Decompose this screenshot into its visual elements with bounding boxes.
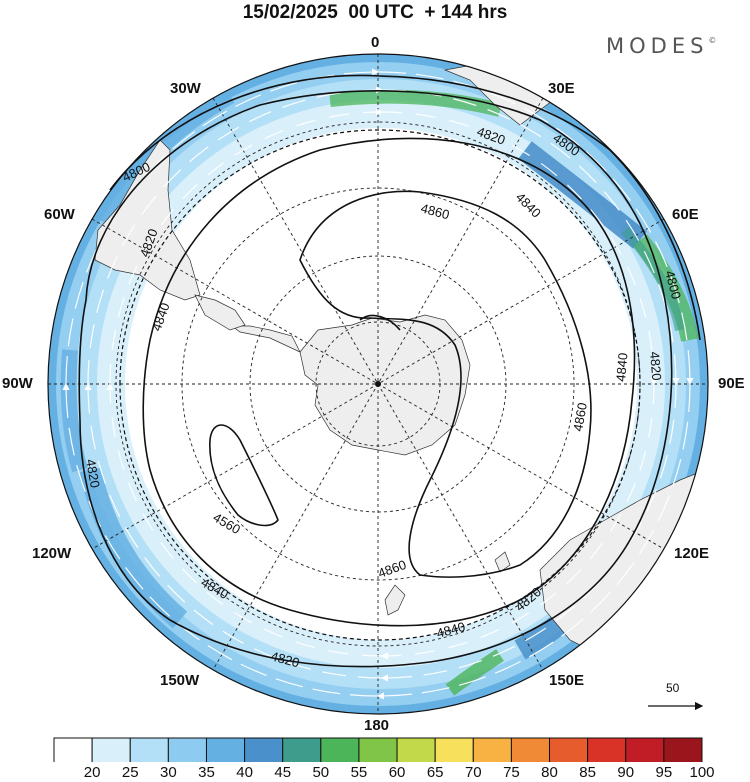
lon-label-90e: 90E xyxy=(718,375,745,392)
colorbar-tick-label: 30 xyxy=(160,764,177,781)
brand-logo: MODES© xyxy=(606,34,716,58)
reference-vector-label: 50 xyxy=(666,681,680,695)
colorbar-swatch xyxy=(510,737,551,762)
tasmania xyxy=(494,551,511,573)
lon-label-30e: 30E xyxy=(548,80,575,97)
contour-4840 xyxy=(142,137,636,627)
contour-4560 xyxy=(209,424,279,527)
lon-label-180: 180 xyxy=(364,717,390,734)
brand-name: MODES xyxy=(606,34,709,58)
colorbar xyxy=(53,737,703,762)
contour-4820 xyxy=(78,90,673,668)
colorbar-swatch xyxy=(587,737,627,762)
lon-label-60w: 60W xyxy=(44,206,75,223)
colorbar-tick-label: 75 xyxy=(503,764,520,781)
colorbar-tick-label: 100 xyxy=(689,764,715,781)
lon-label-150w: 150W xyxy=(160,672,200,689)
colorbar-tick-label: 50 xyxy=(312,764,330,781)
tierra-del-fuego xyxy=(194,294,246,331)
colorbar-tick-label: 20 xyxy=(83,764,101,781)
colorbar-tick-label: 80 xyxy=(541,764,558,781)
contour-4820-inner-dash xyxy=(119,129,641,641)
contour-label: 4800 xyxy=(662,269,684,301)
south-pole-marker xyxy=(375,381,381,387)
lon-label-0: 0 xyxy=(371,34,380,51)
colorbar-swatch xyxy=(663,737,703,762)
colorbar-swatch xyxy=(53,737,93,762)
colorbar-tick-label: 35 xyxy=(198,764,215,781)
colorbar-tick-label: 60 xyxy=(388,764,406,781)
colorbar-tick-label: 55 xyxy=(350,764,368,781)
contour-label: 4820 xyxy=(269,648,301,670)
contour-4860-inner xyxy=(359,314,401,331)
colorbar-tick-label: 25 xyxy=(121,764,139,781)
colorbar-swatch xyxy=(205,737,246,762)
height-contours xyxy=(78,74,701,668)
colorbar-tick-label: 65 xyxy=(426,764,444,781)
colorbar-tick-label: 85 xyxy=(579,764,596,781)
contour-label: 4840 xyxy=(435,619,467,641)
colorbar-swatch xyxy=(282,737,322,762)
contour-label: 4840 xyxy=(613,352,630,382)
contour-label: 4820 xyxy=(647,351,664,381)
contour-label: 4860 xyxy=(419,200,451,222)
colorbar-swatch xyxy=(472,737,512,762)
colorbar-swatch xyxy=(244,737,284,762)
map-boundary xyxy=(47,53,709,715)
lon-label-150e: 150E xyxy=(549,672,585,689)
colorbar-swatch xyxy=(625,737,665,762)
colorbar-tick-label: 45 xyxy=(274,764,292,781)
new-zealand xyxy=(384,584,406,616)
colorbar-swatch xyxy=(434,737,474,762)
colorbar-swatch xyxy=(167,737,207,762)
lon-label-90w: 90W xyxy=(2,375,33,392)
colorbar-swatch xyxy=(320,737,360,762)
contour-4860 xyxy=(299,190,592,578)
lon-label-30w: 30W xyxy=(170,80,201,97)
colorbar-tick-label: 70 xyxy=(464,764,482,781)
contour-label: 4820 xyxy=(83,458,103,489)
colorbar-swatch xyxy=(358,737,398,762)
contour-label: 4860 xyxy=(570,401,590,432)
lon-label-120e: 120E xyxy=(674,545,710,562)
colorbar-tick-label: 40 xyxy=(236,764,253,781)
page-title: 15/02/2025 00 UTC + 144 hrs xyxy=(242,2,508,23)
polar-map: 4800 4800 4800 4820 4820 4820 4820 4820 … xyxy=(47,53,709,715)
lon-label-120w: 120W xyxy=(32,545,72,562)
copyright-mark: © xyxy=(708,36,717,45)
contour-4800 xyxy=(109,74,701,341)
wind-streamlines xyxy=(62,68,694,700)
lon-label-60e: 60E xyxy=(672,206,699,223)
colorbar-tick-label: 90 xyxy=(617,764,635,781)
antarctic-peninsula xyxy=(230,325,301,353)
colorbar-swatch xyxy=(396,737,436,762)
colorbar-swatch xyxy=(91,737,131,762)
colorbar-swatch xyxy=(129,737,169,762)
colorbar-tick-label: 95 xyxy=(655,764,673,781)
colorbar-swatch xyxy=(549,737,589,762)
south-america xyxy=(94,139,201,301)
